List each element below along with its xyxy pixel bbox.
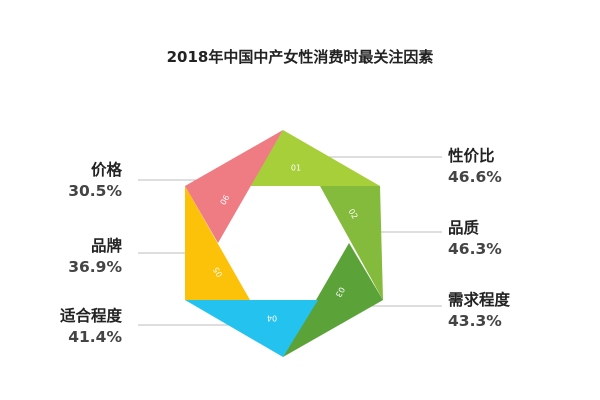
label-price-name: 价格 <box>90 161 122 179</box>
label-quality-value: 46.3% <box>448 240 502 258</box>
label-value-for-money: 性价比 46.6% <box>448 146 502 188</box>
label-quality: 品质 46.3% <box>448 218 502 260</box>
segment-quality <box>320 186 383 300</box>
segment-demand <box>283 243 383 357</box>
label-price: 价格 30.5% <box>68 160 122 202</box>
label-demand-value: 43.3% <box>448 312 502 330</box>
label-value-for-money-value: 46.6% <box>448 168 502 186</box>
label-demand-name: 需求程度 <box>448 291 511 309</box>
segment-number-03: 03 <box>334 285 347 298</box>
label-quality-name: 品质 <box>448 219 480 237</box>
label-demand: 需求程度 43.3% <box>448 290 510 332</box>
chart-title: 2018年中国中产女性消费时最关注因素 <box>166 48 434 66</box>
segment-fit <box>185 300 318 357</box>
segment-number-01: 01 <box>291 164 301 173</box>
label-brand: 品牌 36.9% <box>68 236 122 278</box>
label-fit: 适合程度 41.4% <box>60 306 122 348</box>
segment-price <box>185 130 283 243</box>
segment-number-06: 06 <box>219 193 232 206</box>
label-fit-name: 适合程度 <box>59 307 122 325</box>
label-price-value: 30.5% <box>68 182 122 200</box>
segment-number-02: 02 <box>347 207 360 220</box>
label-value-for-money-name: 性价比 <box>448 147 495 165</box>
segment-value-for-money <box>250 130 380 186</box>
segment-number-05: 05 <box>212 265 225 278</box>
label-fit-value: 41.4% <box>68 328 122 346</box>
segment-brand <box>185 186 250 300</box>
label-brand-name: 品牌 <box>90 237 122 255</box>
segment-number-04: 04 <box>267 314 277 323</box>
label-brand-value: 36.9% <box>68 258 122 276</box>
